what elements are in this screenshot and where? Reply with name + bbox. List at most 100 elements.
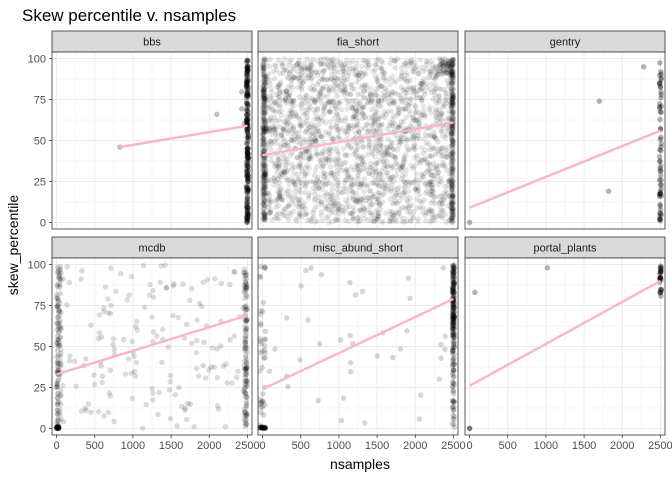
data-point: [434, 173, 441, 180]
data-point: [448, 77, 455, 84]
data-point: [356, 104, 362, 111]
data-point: [317, 88, 323, 94]
data-point: [333, 74, 339, 81]
data-point: [283, 88, 289, 95]
data-point: [346, 98, 352, 104]
data-point: [287, 98, 294, 105]
data-point: [316, 69, 322, 76]
data-point: [356, 214, 362, 220]
data-point: [117, 270, 124, 277]
data-point: [290, 63, 297, 70]
data-point: [349, 86, 355, 92]
data-point: [415, 70, 422, 77]
data-point: [245, 63, 252, 70]
data-point: [334, 161, 340, 167]
data-point: [407, 100, 414, 107]
data-point: [379, 176, 386, 182]
data-point: [402, 135, 409, 142]
data-point: [263, 93, 270, 99]
data-point: [357, 218, 363, 225]
data-point: [244, 64, 251, 70]
data-point: [321, 169, 327, 176]
data-point: [413, 144, 419, 150]
data-point: [345, 168, 351, 175]
data-point: [261, 170, 267, 176]
data-point: [381, 154, 388, 161]
data-point: [286, 177, 292, 184]
data-point: [415, 188, 421, 194]
data-point: [391, 211, 397, 218]
data-point: [244, 421, 250, 428]
data-point: [413, 136, 420, 142]
data-point: [407, 77, 414, 83]
data-point: [355, 121, 361, 128]
data-point: [288, 113, 294, 119]
data-point: [243, 77, 250, 83]
data-point: [339, 65, 346, 72]
data-point: [433, 166, 440, 173]
data-point: [378, 219, 385, 225]
data-point: [244, 70, 251, 76]
data-point: [334, 217, 340, 223]
data-point: [243, 204, 250, 211]
data-point: [368, 212, 375, 219]
data-point: [299, 65, 305, 71]
data-point: [358, 91, 364, 97]
data-point: [335, 179, 342, 185]
data-point: [244, 76, 251, 82]
data-point: [311, 207, 317, 213]
data-point: [297, 189, 303, 196]
data-point: [422, 155, 428, 162]
data-point: [348, 81, 355, 88]
data-point: [271, 163, 278, 169]
data-point: [449, 193, 455, 199]
data-point: [335, 206, 342, 213]
data-point: [394, 167, 401, 174]
data-point: [243, 83, 250, 89]
data-point: [244, 78, 250, 85]
data-point: [265, 105, 271, 111]
data-point: [389, 165, 395, 172]
data-point: [348, 144, 355, 150]
data-point: [387, 178, 393, 184]
data-point: [406, 146, 412, 153]
data-point: [304, 162, 310, 169]
data-point: [329, 103, 335, 109]
data-point: [657, 216, 663, 223]
data-point: [428, 182, 435, 188]
data-point: [101, 308, 107, 315]
data-point: [233, 374, 240, 381]
data-point: [429, 212, 435, 218]
data-point: [283, 88, 290, 95]
data-point: [401, 178, 407, 185]
data-point: [265, 117, 272, 124]
data-point: [170, 312, 176, 319]
data-point: [327, 109, 333, 115]
data-point: [308, 153, 315, 159]
data-point: [273, 99, 279, 105]
data-point: [385, 183, 391, 189]
data-point: [370, 114, 376, 120]
data-point: [319, 186, 325, 193]
data-point: [360, 104, 366, 111]
data-point: [330, 192, 336, 198]
data-point: [384, 169, 390, 175]
data-point: [282, 206, 288, 213]
data-point: [427, 162, 434, 169]
data-point: [388, 108, 395, 114]
data-point: [390, 146, 396, 153]
data-point: [243, 59, 250, 66]
data-point: [180, 281, 186, 287]
data-point: [308, 95, 315, 102]
data-point: [267, 56, 273, 63]
data-point: [340, 68, 346, 75]
data-point: [264, 127, 271, 133]
data-point: [329, 219, 335, 225]
data-point: [420, 102, 427, 109]
data-point: [318, 198, 325, 205]
data-point: [381, 162, 387, 169]
data-point: [150, 329, 157, 335]
data-point: [429, 182, 436, 188]
data-point: [450, 331, 456, 337]
data-point: [297, 210, 303, 217]
